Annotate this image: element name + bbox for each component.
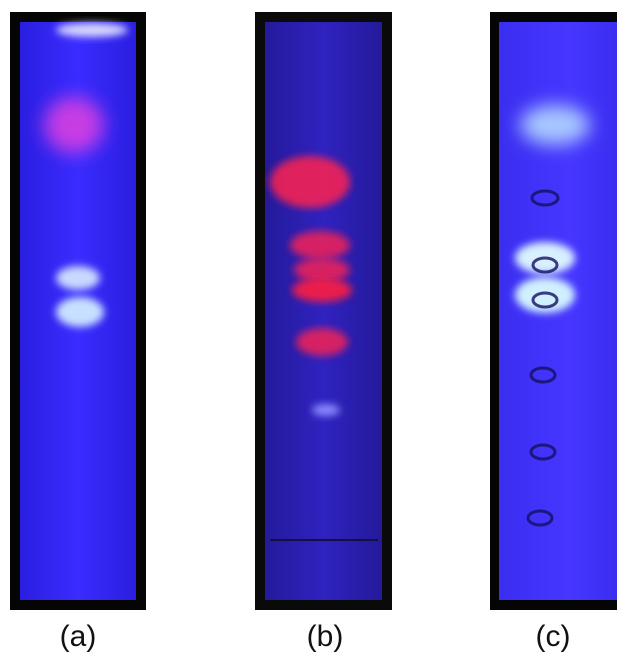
panel-label: (a) xyxy=(60,620,97,653)
plate-b xyxy=(255,12,392,610)
page: (a) (b) (c) (() => { const data = JSON.p… xyxy=(0,0,617,656)
plate-c xyxy=(490,12,617,610)
panel-label: (c) xyxy=(536,620,571,653)
panel-label: (b) xyxy=(307,620,344,653)
plate-a xyxy=(10,12,146,610)
figure: (a) (b) (c) xyxy=(0,0,617,656)
